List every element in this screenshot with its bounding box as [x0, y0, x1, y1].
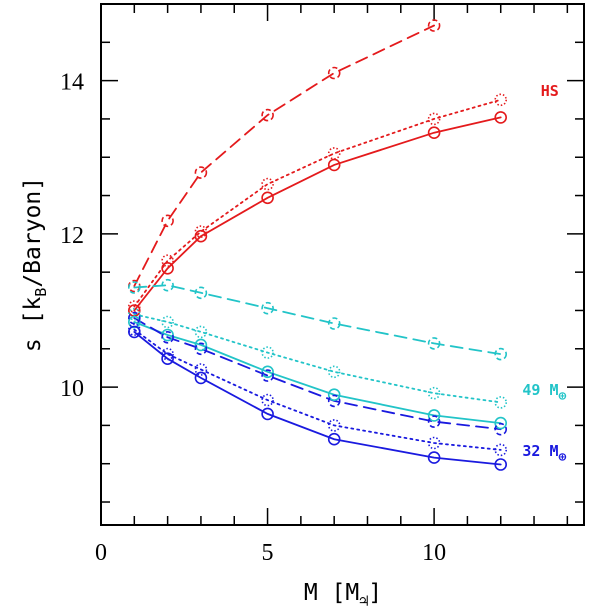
data-point	[161, 352, 174, 366]
data-point	[128, 311, 141, 325]
data-point	[327, 365, 341, 379]
data-point	[261, 301, 274, 315]
series-annotations: HS 49 M⊕ 32 M⊕	[522, 82, 566, 465]
data-point	[327, 432, 341, 446]
data-point	[261, 365, 274, 379]
data-point	[161, 315, 174, 329]
data-point	[427, 409, 441, 422]
data-point	[261, 407, 274, 421]
data-point	[427, 126, 441, 139]
x-tick-label: 10	[422, 540, 446, 566]
series-line-3	[133, 321, 502, 425]
data-point	[261, 108, 274, 122]
earth-mass-symbol: ⊕	[559, 450, 567, 465]
data-point	[161, 261, 174, 275]
series-line-0	[133, 116, 502, 312]
x-tick-label: 5	[262, 540, 274, 566]
data-point	[327, 394, 341, 408]
data-point	[494, 347, 508, 361]
data-point	[128, 281, 141, 294]
data-point	[427, 386, 441, 400]
data-point	[194, 325, 208, 339]
y-axis-label-suffix: /Baryon]	[20, 177, 46, 288]
data-point	[194, 363, 208, 376]
data-point	[327, 419, 341, 432]
annotation-m32: 32 M⊕	[522, 442, 566, 465]
data-point	[161, 347, 174, 361]
markers-layer	[128, 19, 508, 471]
data-point	[261, 346, 274, 359]
data-point	[427, 19, 441, 32]
series-line-4	[133, 313, 502, 404]
series-line-2	[133, 24, 436, 287]
series-line-5	[133, 284, 502, 356]
data-point	[261, 393, 274, 407]
data-point	[194, 225, 208, 238]
y-axis-label: s [kB/Baryon]	[20, 177, 50, 352]
axis-ticks	[100, 3, 584, 525]
data-point	[327, 317, 341, 330]
data-point	[261, 369, 274, 382]
data-point	[494, 111, 508, 124]
y-tick-label: 10	[60, 376, 84, 402]
x-axis-unit-symbol: ♃	[359, 592, 368, 610]
data-point	[194, 229, 208, 243]
series-line-1	[133, 98, 502, 308]
data-point	[261, 191, 274, 205]
earth-mass-symbol: ⊕	[559, 389, 567, 404]
data-point	[494, 422, 508, 436]
data-point	[161, 330, 174, 344]
y-axis-label-subscript: B	[32, 288, 50, 297]
data-point	[427, 415, 441, 428]
data-point	[427, 436, 441, 450]
data-point	[427, 112, 441, 126]
x-tick-label: 0	[95, 540, 107, 566]
series-layer	[133, 24, 502, 466]
data-point	[327, 66, 341, 80]
x-axis-label-text: M [M	[304, 580, 359, 606]
series-line-8	[133, 317, 502, 431]
data-point	[494, 443, 508, 457]
plot-frame	[100, 3, 585, 526]
data-point	[194, 371, 208, 385]
data-point	[128, 315, 141, 329]
annotation-m49: 49 M⊕	[522, 381, 566, 404]
tick-labels: 0 5 10 10 12 14	[60, 70, 446, 566]
data-point	[194, 286, 208, 300]
data-point	[194, 166, 208, 179]
data-point	[161, 254, 174, 268]
data-point	[161, 214, 174, 228]
data-point	[494, 416, 508, 430]
data-point	[261, 177, 274, 191]
data-point	[494, 458, 508, 471]
data-point	[128, 307, 141, 321]
data-point	[427, 451, 441, 464]
data-point	[327, 388, 341, 402]
annotation-hs: HS	[541, 82, 559, 100]
series-line-7	[133, 328, 502, 451]
series-line-6	[133, 330, 502, 466]
data-point	[494, 93, 508, 107]
data-point	[494, 396, 508, 409]
data-point	[161, 278, 174, 292]
data-point	[194, 342, 208, 356]
y-tick-label: 12	[60, 223, 84, 249]
data-point	[427, 337, 441, 350]
y-axis-label-prefix: s [k	[20, 297, 46, 353]
x-axis-label: M [M♃]	[304, 580, 382, 610]
data-point	[194, 338, 208, 352]
x-axis-label-close: ]	[368, 580, 382, 606]
data-point	[327, 147, 341, 160]
y-tick-label: 14	[60, 70, 84, 96]
